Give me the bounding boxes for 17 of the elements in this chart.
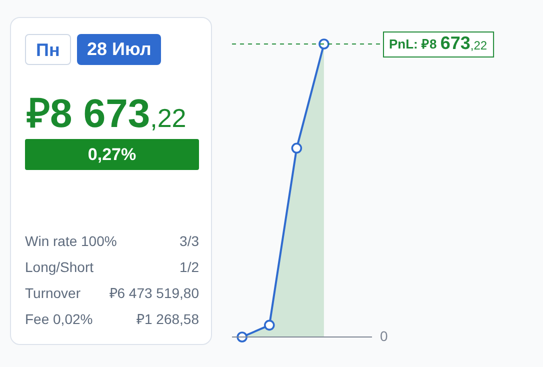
text: Fee 0,02% [25,310,93,328]
point [318,38,330,50]
text: ₽6 473 519,80 [109,284,199,302]
point [264,320,275,331]
text: Turnover [25,284,81,302]
text: Пн [25,34,71,65]
text: ₽8 673,22 [27,91,186,138]
text: 28 Июл [77,34,162,65]
ref-line-label: PnL: ₽8 673,22 [389,32,488,53]
text: 3/3 [180,232,199,250]
text: 1/2 [180,258,199,276]
text: 0,27% [25,139,199,170]
text: Win rate 100% [25,232,117,250]
point [291,142,302,154]
text: ₽1 268,58 [136,310,199,328]
ref-line-label: 0 [380,328,388,344]
text: Long/Short [25,258,94,276]
